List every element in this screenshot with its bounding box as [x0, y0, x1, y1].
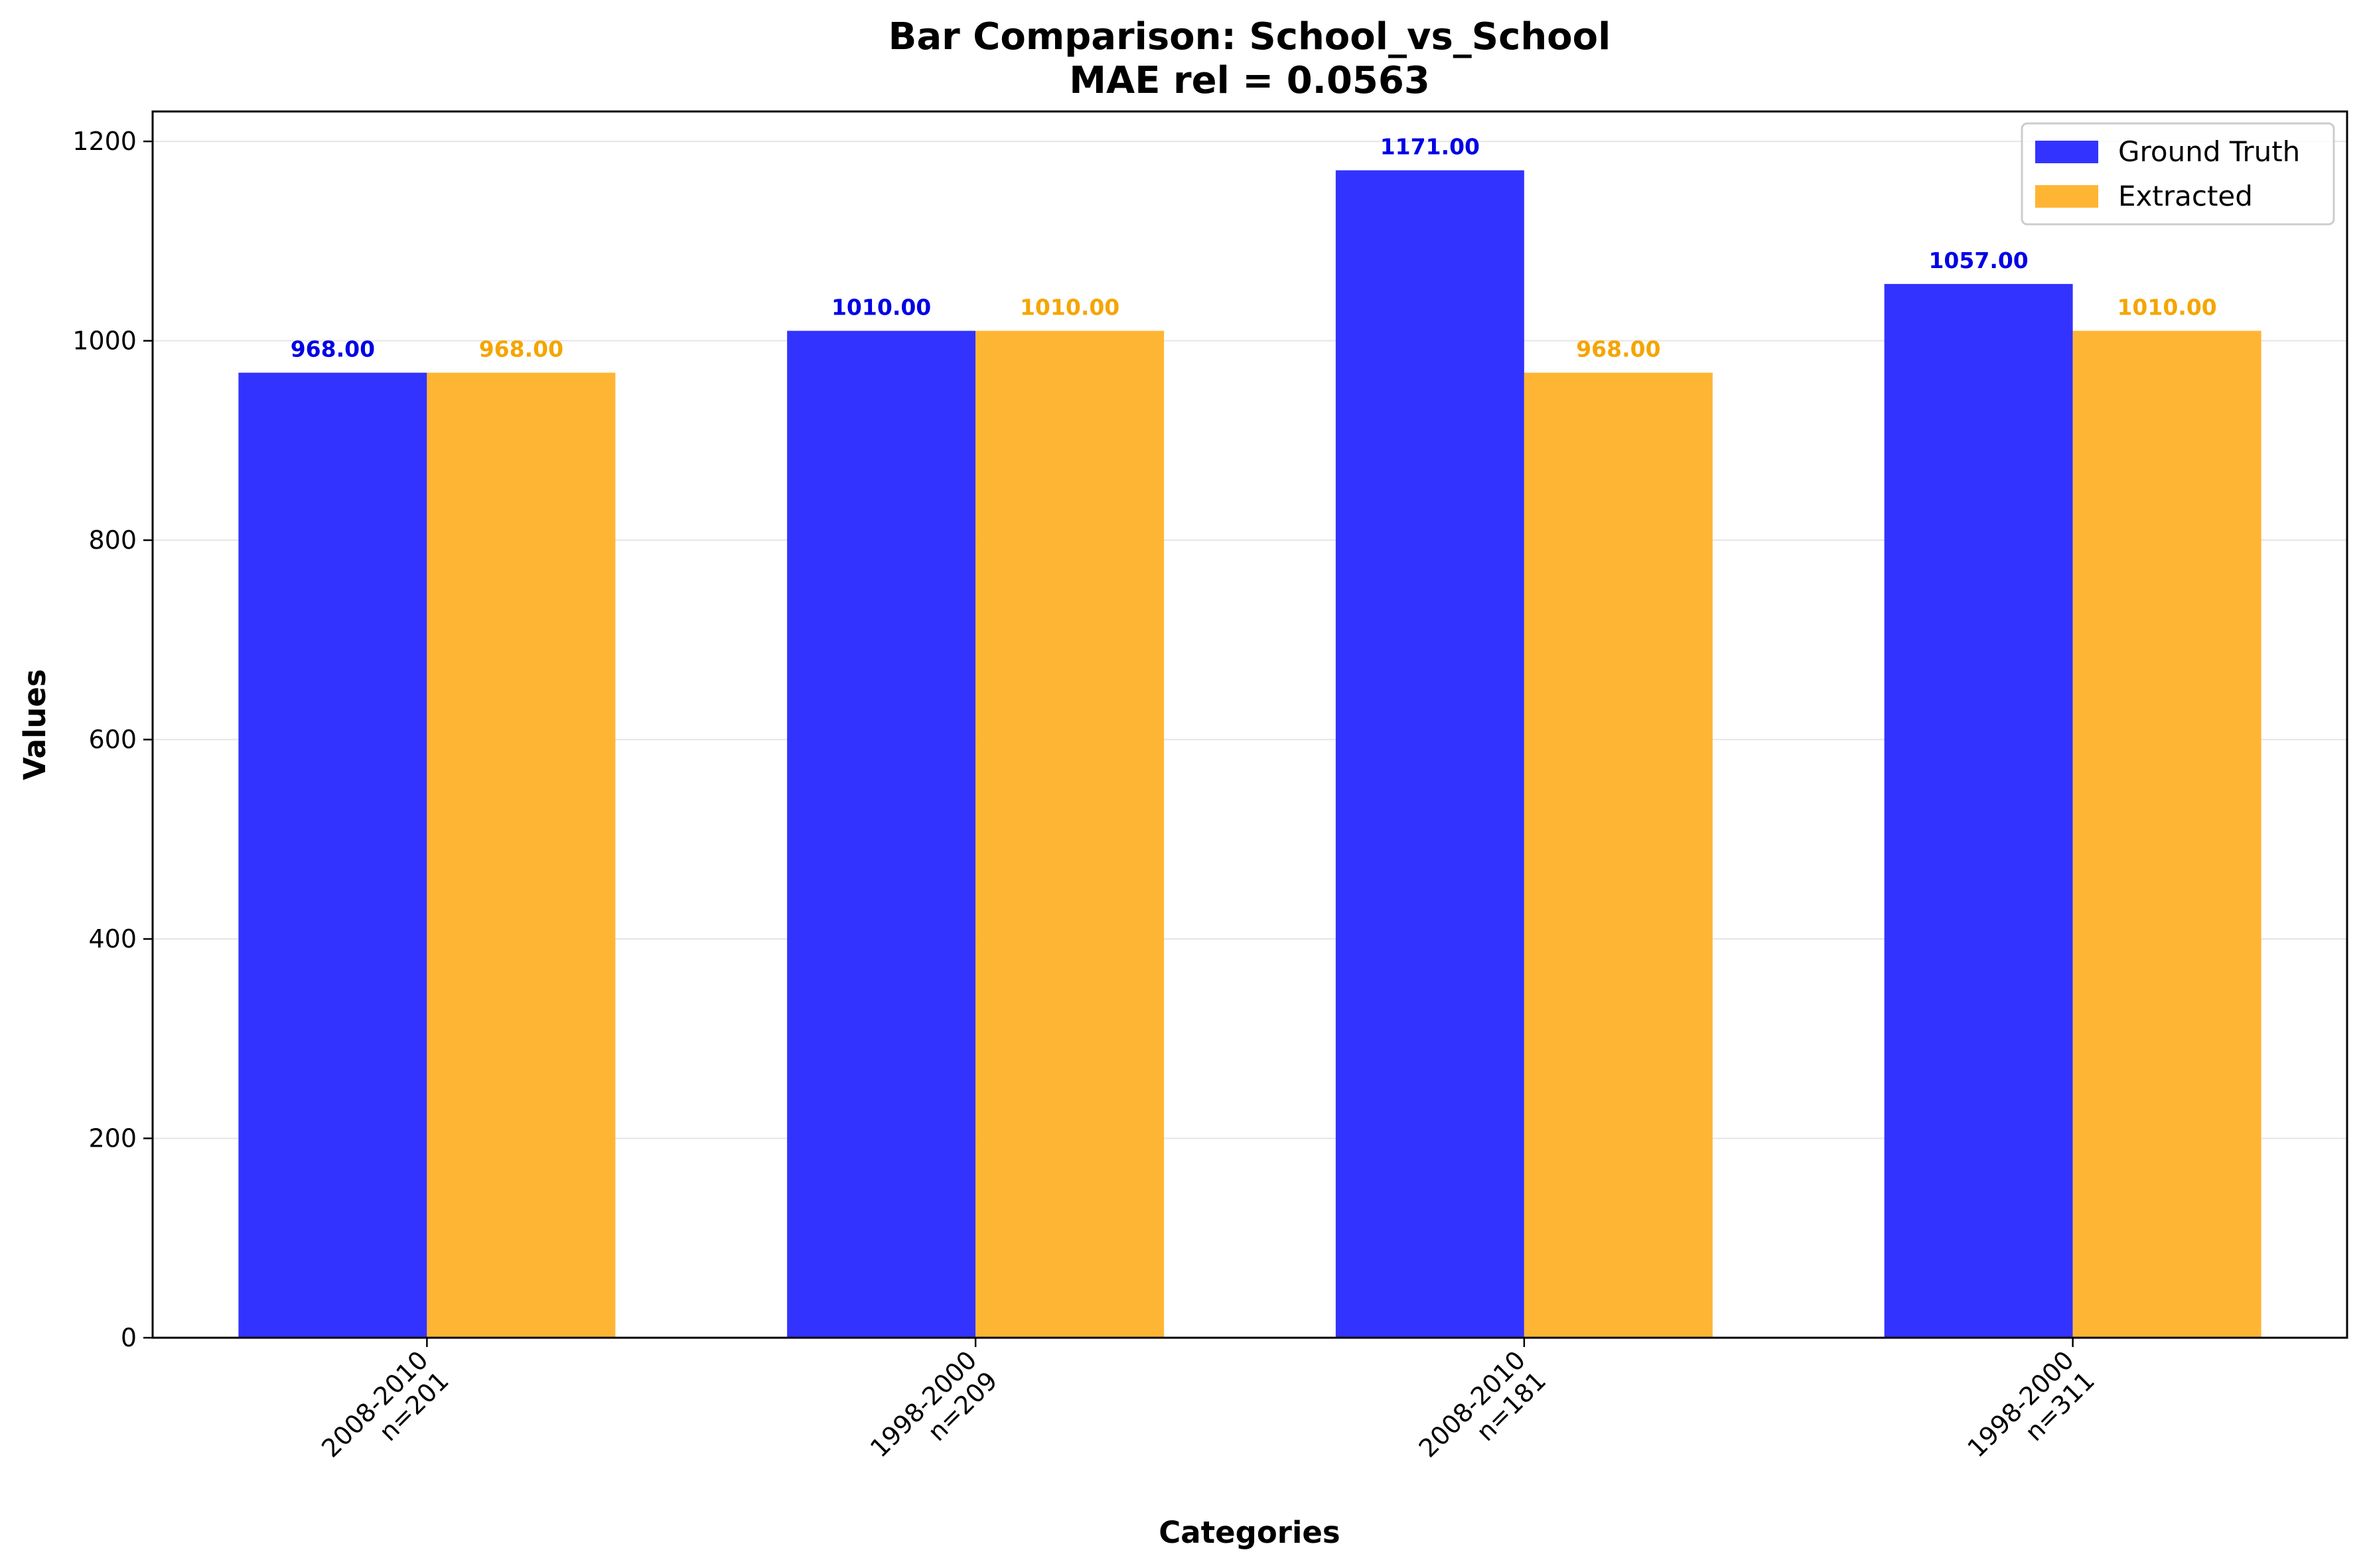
y-tick-label: 600	[88, 725, 137, 754]
value-label: 1010.00	[831, 295, 931, 321]
chart-title: Bar Comparison: School_vs_School	[889, 15, 1611, 58]
bar-extracted	[427, 372, 616, 1338]
value-label: 968.00	[479, 336, 563, 362]
bar-extracted	[1524, 372, 1713, 1338]
value-label: 968.00	[1576, 336, 1660, 362]
legend-label-extracted: Extracted	[2118, 180, 2253, 212]
legend-box	[2021, 122, 2335, 226]
y-tick-label: 1000	[72, 326, 137, 356]
value-label: 1010.00	[1020, 295, 1119, 321]
y-tick-label: 800	[88, 526, 137, 555]
bar-ground-truth	[238, 372, 427, 1338]
value-label: 1010.00	[2117, 295, 2216, 321]
value-labels: 968.00 968.00 1010.00 1010.00 1171.00 968.00 1…	[291, 134, 2217, 362]
bar-ground-truth	[1884, 283, 2073, 1338]
chart-subtitle: MAE rel = 0.0563	[1069, 59, 1430, 102]
value-label: 1057.00	[1928, 248, 2028, 273]
y-axis-label: Values	[17, 669, 52, 780]
plot-frame	[151, 110, 2348, 1339]
bar-extracted	[2072, 330, 2261, 1338]
bars	[238, 170, 2261, 1338]
legend-swatch-ground-truth	[2035, 141, 2098, 163]
value-label: 1171.00	[1380, 134, 1480, 160]
bar-ground-truth	[787, 330, 976, 1338]
bar-extracted	[975, 330, 1165, 1338]
y-tick-label: 400	[88, 924, 137, 954]
value-label: 968.00	[291, 336, 375, 362]
y-tick-label: 1200	[72, 127, 137, 156]
x-axis-label: Categories	[1159, 1515, 1340, 1550]
legend-swatch-extracted	[2035, 185, 2098, 208]
y-tick-label: 200	[88, 1124, 137, 1153]
legend-label-ground-truth: Ground Truth	[2118, 135, 2300, 168]
y-tick-label: 0	[121, 1323, 137, 1352]
legend: Ground Truth Extracted	[2021, 122, 2335, 226]
bar-ground-truth	[1335, 170, 1524, 1338]
y-axis: 0 200 400 600 800 1000 1200	[72, 127, 153, 1352]
